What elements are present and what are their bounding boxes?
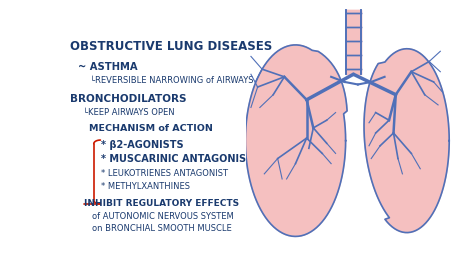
Text: * MUSCARINIC ANTAGONISTS: * MUSCARINIC ANTAGONISTS	[101, 154, 261, 164]
Text: └REVERSIBLE NARROWING of AIRWAYS: └REVERSIBLE NARROWING of AIRWAYS	[91, 76, 254, 85]
Text: * β2-AGONISTS: * β2-AGONISTS	[101, 140, 184, 150]
Text: └KEEP AIRWAYS OPEN: └KEEP AIRWAYS OPEN	[83, 108, 175, 117]
Text: * METHYLXANTHINES: * METHYLXANTHINES	[101, 182, 191, 191]
Text: on BRONCHIAL SMOOTH MUSCLE: on BRONCHIAL SMOOTH MUSCLE	[92, 224, 232, 233]
Text: INHIBIT REGULATORY EFFECTS: INHIBIT REGULATORY EFFECTS	[84, 199, 239, 208]
Text: OBSTRUCTIVE LUNG DISEASES: OBSTRUCTIVE LUNG DISEASES	[70, 40, 273, 53]
Text: MECHANISM of ACTION: MECHANISM of ACTION	[89, 124, 212, 134]
Polygon shape	[246, 45, 347, 236]
Text: * LEUKOTRIENES ANTAGONIST: * LEUKOTRIENES ANTAGONIST	[101, 169, 228, 178]
Text: BRONCHODILATORS: BRONCHODILATORS	[70, 94, 187, 104]
Text: of AUTONOMIC NERVOUS SYSTEM: of AUTONOMIC NERVOUS SYSTEM	[92, 212, 234, 221]
Polygon shape	[364, 49, 449, 232]
Text: ~ ASTHMA: ~ ASTHMA	[78, 62, 137, 72]
